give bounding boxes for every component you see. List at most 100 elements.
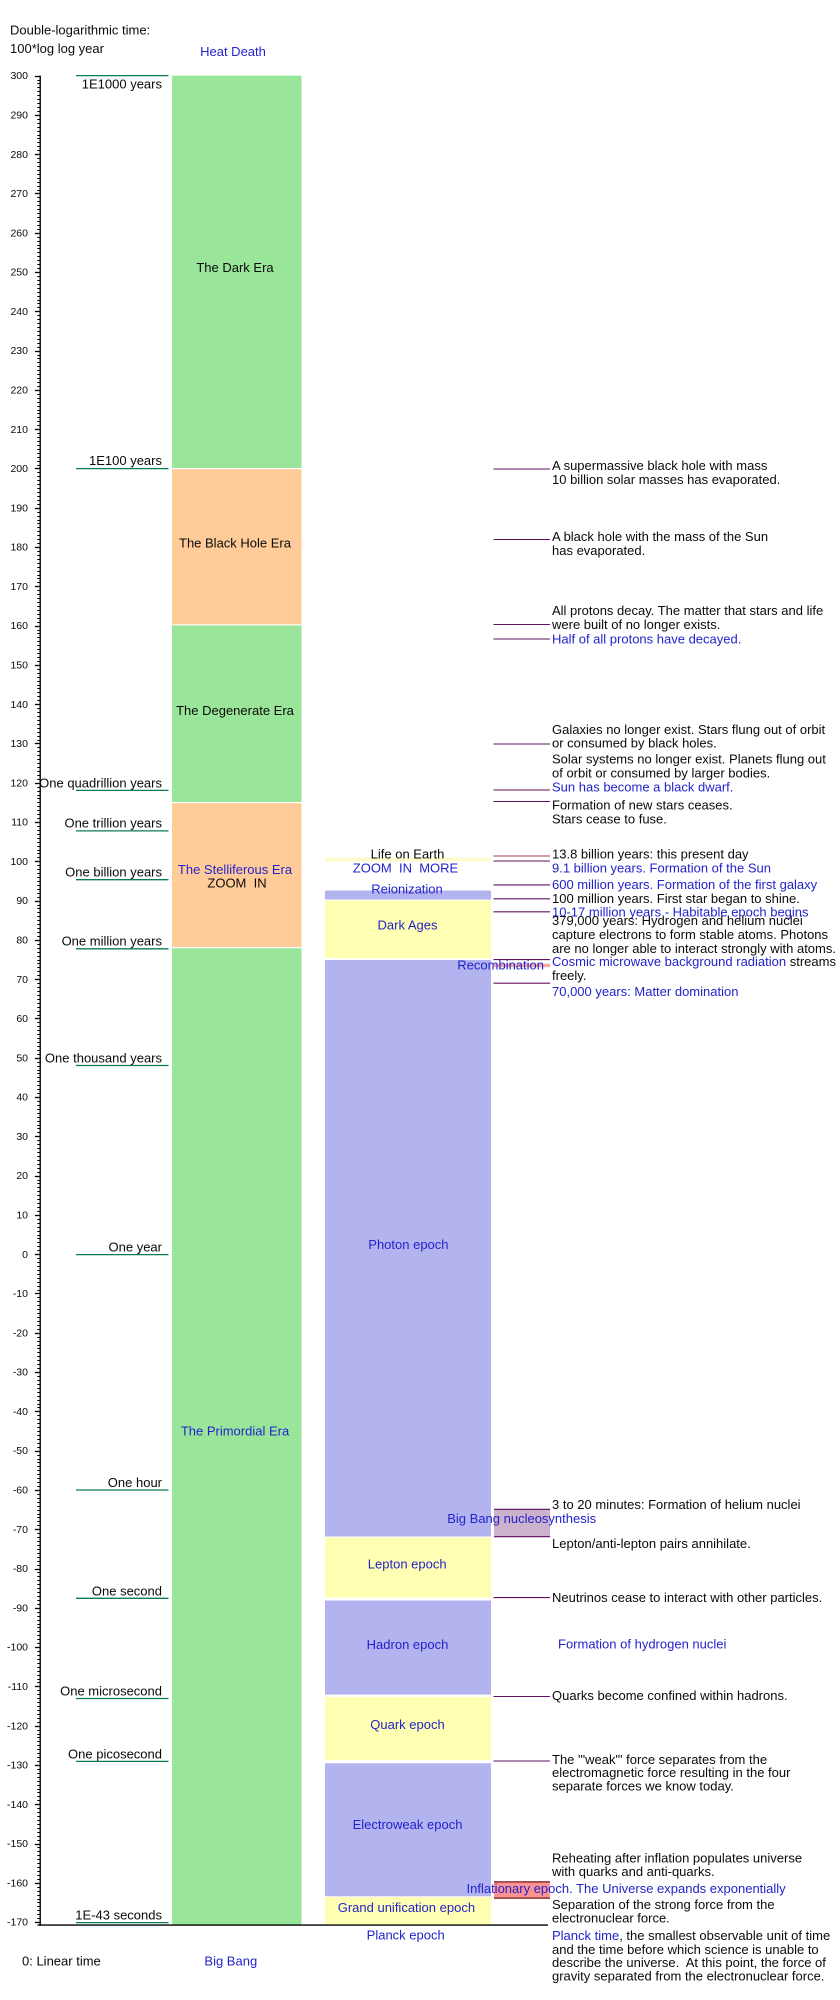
svg-text:with quarks and anti-quarks.: with quarks and anti-quarks. bbox=[551, 1864, 715, 1879]
svg-text:-20: -20 bbox=[13, 1327, 28, 1339]
svg-text:600 million years. Formation o: 600 million years. Formation of the firs… bbox=[552, 877, 818, 892]
svg-text:280: 280 bbox=[10, 149, 28, 161]
svg-text:20: 20 bbox=[16, 1170, 28, 1182]
svg-text:Formation of hydrogen nuclei: Formation of hydrogen nuclei bbox=[558, 1637, 726, 1652]
svg-text:The Primordial Era: The Primordial Era bbox=[181, 1424, 290, 1439]
svg-text:Sun has become a black dwarf.: Sun has become a black dwarf. bbox=[552, 780, 733, 795]
svg-text:379,000 years: Hydrogen and he: 379,000 years: Hydrogen and helium nucle… bbox=[552, 913, 803, 928]
svg-text:210: 210 bbox=[10, 424, 28, 436]
svg-text:All protons decay. The matter: All protons decay. The matter that stars… bbox=[552, 603, 823, 618]
svg-text:The Degenerate Era: The Degenerate Era bbox=[176, 703, 295, 718]
svg-text:electronuclear force.: electronuclear force. bbox=[552, 1911, 670, 1926]
svg-text:120: 120 bbox=[10, 777, 28, 789]
svg-text:100*log log year: 100*log log year bbox=[10, 41, 105, 56]
svg-text:-60: -60 bbox=[13, 1485, 28, 1497]
svg-text:The Black Hole Era: The Black Hole Era bbox=[179, 535, 292, 550]
svg-text:The '"weak"' force separates f: The '"weak"' force separates from the bbox=[552, 1752, 767, 1767]
svg-text:One hour: One hour bbox=[108, 1475, 163, 1490]
svg-text:100 million years. First star: 100 million years. First star began to s… bbox=[552, 891, 800, 906]
svg-text:Photon epoch: Photon epoch bbox=[368, 1237, 448, 1252]
svg-text:describe the universe. At thi: describe the universe. At this point, th… bbox=[552, 1955, 826, 1970]
svg-text:-170: -170 bbox=[7, 1917, 28, 1929]
svg-text:-110: -110 bbox=[8, 1681, 28, 1693]
svg-text:Double-logarithmic time:: Double-logarithmic time: bbox=[10, 23, 150, 38]
svg-text:Big Bang nucleosynthesis: Big Bang nucleosynthesis bbox=[447, 1511, 596, 1526]
svg-text:50: 50 bbox=[16, 1052, 28, 1064]
svg-text:170: 170 bbox=[10, 581, 28, 593]
svg-text:-70: -70 bbox=[13, 1524, 28, 1536]
svg-text:-30: -30 bbox=[13, 1367, 28, 1379]
svg-text:Lepton epoch: Lepton epoch bbox=[368, 1557, 447, 1572]
svg-text:One picosecond: One picosecond bbox=[68, 1747, 162, 1762]
svg-text:Big Bang: Big Bang bbox=[204, 1954, 257, 1969]
svg-text:Lepton/anti-lepton pairs annih: Lepton/anti-lepton pairs annihilate. bbox=[552, 1536, 751, 1551]
svg-text:Formation of new stars ceases.: Formation of new stars ceases. bbox=[552, 798, 733, 813]
svg-text:Planck epoch: Planck epoch bbox=[367, 1927, 445, 1942]
svg-text:and the time before which scie: and the time before which science is una… bbox=[552, 1942, 819, 1957]
svg-text:ZOOM IN MORE: ZOOM IN MORE bbox=[353, 861, 459, 876]
svg-text:A black hole with the mass of: A black hole with the mass of the Sun bbox=[552, 529, 768, 544]
svg-text:Reheating after inflation popu: Reheating after inflation populates univ… bbox=[552, 1850, 802, 1865]
svg-text:Dark Ages: Dark Ages bbox=[378, 918, 438, 933]
svg-text:10 billion solar masses has ev: 10 billion solar masses has evaporated. bbox=[552, 472, 780, 487]
svg-text:-140: -140 bbox=[7, 1799, 28, 1811]
svg-text:One billion years: One billion years bbox=[65, 865, 162, 880]
svg-text:or consumed by black holes.: or consumed by black holes. bbox=[552, 736, 717, 751]
svg-text:A supermassive black hole with: A supermassive black hole with mass bbox=[552, 458, 768, 473]
svg-text:One quadrillion years: One quadrillion years bbox=[39, 776, 162, 791]
svg-text:290: 290 bbox=[10, 110, 28, 122]
svg-text:Half of all protons have decay: Half of all protons have decayed. bbox=[552, 632, 741, 647]
svg-text:Reionization: Reionization bbox=[371, 881, 443, 896]
svg-text:40: 40 bbox=[16, 1092, 28, 1104]
svg-text:The Dark Era: The Dark Era bbox=[196, 260, 274, 275]
svg-text:are no longer able to interact: are no longer able to interact strongly … bbox=[552, 941, 836, 956]
svg-text:Electroweak epoch: Electroweak epoch bbox=[353, 1817, 463, 1832]
svg-text:1E-43 seconds: 1E-43 seconds bbox=[75, 1908, 162, 1923]
svg-text:240: 240 bbox=[10, 306, 28, 318]
svg-text:140: 140 bbox=[10, 699, 28, 711]
svg-text:-40: -40 bbox=[13, 1406, 28, 1418]
svg-text:One thousand years: One thousand years bbox=[45, 1051, 163, 1066]
svg-text:-100: -100 bbox=[7, 1642, 28, 1654]
svg-text:150: 150 bbox=[10, 660, 28, 672]
svg-text:freely.: freely. bbox=[552, 968, 586, 983]
svg-text:One second: One second bbox=[92, 1584, 162, 1599]
svg-text:Life on Earth: Life on Earth bbox=[371, 846, 445, 861]
svg-text:100: 100 bbox=[10, 856, 28, 868]
svg-text:-80: -80 bbox=[13, 1563, 28, 1575]
svg-text:130: 130 bbox=[10, 738, 28, 750]
svg-text:60: 60 bbox=[16, 1013, 28, 1025]
svg-text:180: 180 bbox=[10, 542, 28, 554]
svg-text:-10: -10 bbox=[13, 1288, 28, 1300]
svg-text:190: 190 bbox=[10, 502, 28, 514]
svg-text:One million years: One million years bbox=[62, 934, 163, 949]
svg-text:230: 230 bbox=[10, 345, 28, 357]
svg-text:electromagnetic force resultin: electromagnetic force resulting in the f… bbox=[552, 1765, 791, 1780]
svg-text:10-17 million years - Habitabl: 10-17 million years - Habitable epoch be… bbox=[552, 905, 809, 920]
svg-text:Heat Death: Heat Death bbox=[200, 44, 266, 59]
svg-text:110: 110 bbox=[11, 817, 28, 829]
svg-text:-160: -160 bbox=[7, 1877, 28, 1889]
svg-text:ZOOM IN: ZOOM IN bbox=[207, 875, 266, 890]
svg-text:70,000 years: Matter dominatio: 70,000 years: Matter domination bbox=[552, 984, 738, 999]
svg-text:Inflationary epoch. The Univer: Inflationary epoch. The Universe expands… bbox=[467, 1881, 787, 1896]
svg-text:-90: -90 bbox=[13, 1602, 28, 1614]
svg-text:Solar systems no longer exist.: Solar systems no longer exist. Planets f… bbox=[552, 752, 826, 767]
svg-text:0: Linear time: 0: Linear time bbox=[22, 1954, 101, 1969]
svg-text:-150: -150 bbox=[7, 1838, 28, 1850]
svg-text:-50: -50 bbox=[13, 1445, 28, 1457]
svg-text:200: 200 bbox=[10, 463, 28, 475]
svg-text:-130: -130 bbox=[7, 1760, 28, 1772]
svg-text:Neutrinos cease to interact wi: Neutrinos cease to interact with other p… bbox=[552, 1590, 822, 1605]
svg-text:1E1000 years: 1E1000 years bbox=[82, 77, 163, 92]
svg-text:Recombination: Recombination bbox=[457, 958, 544, 973]
svg-text:160: 160 bbox=[10, 620, 28, 632]
svg-text:270: 270 bbox=[10, 188, 28, 200]
svg-text:30: 30 bbox=[16, 1131, 28, 1143]
svg-text:One trillion years: One trillion years bbox=[64, 816, 162, 831]
svg-text:of orbit or consumed by larger: of orbit or consumed by larger bodies. bbox=[552, 766, 770, 781]
svg-text:Cosmic microwave background ra: Cosmic microwave background radiation st… bbox=[552, 954, 836, 969]
svg-text:220: 220 bbox=[10, 385, 28, 397]
svg-text:Grand unification epoch: Grand unification epoch bbox=[338, 1900, 475, 1915]
svg-text:capture electrons to form stab: capture electrons to form stable atoms. … bbox=[552, 927, 829, 942]
